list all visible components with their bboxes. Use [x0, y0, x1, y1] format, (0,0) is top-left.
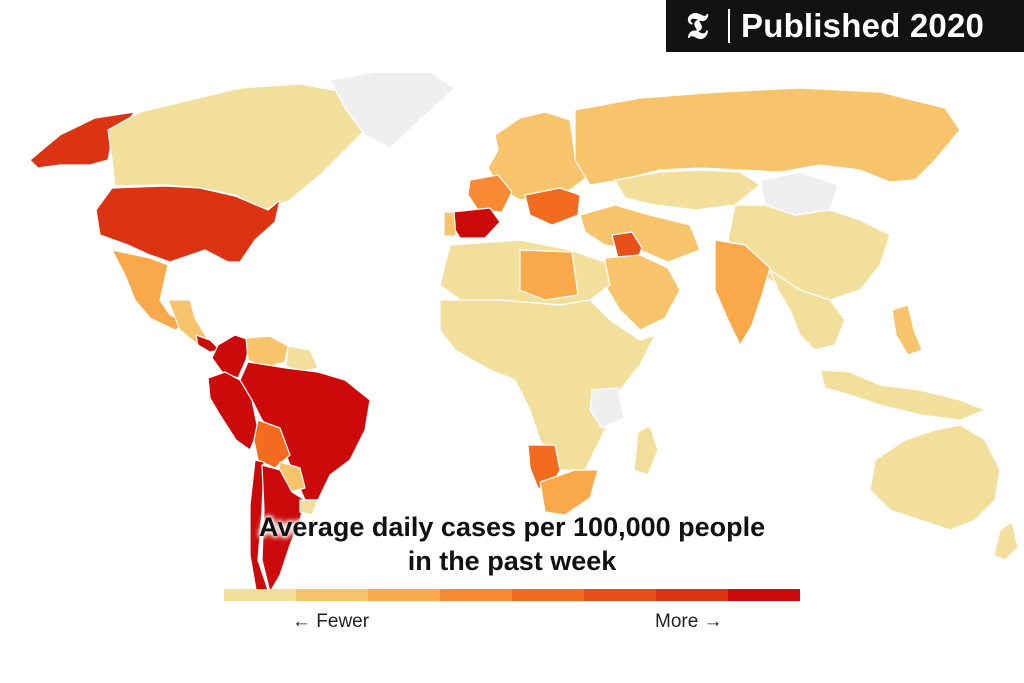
region-alaska: [29, 111, 136, 169]
region-russia: [574, 87, 961, 186]
legend-swatch-5: [512, 589, 584, 601]
legend-title-line-2: in the past week: [407, 546, 617, 576]
region-europe-west: [487, 111, 591, 201]
region-france: [467, 174, 513, 213]
legend-title-line-1: Average daily cases per 100,000 people: [258, 512, 766, 542]
nyt-logo-icon: 𝕿: [685, 5, 709, 47]
region-brazil: [239, 361, 371, 501]
legend-more-label: More →: [655, 611, 723, 632]
region-new-zealand: [993, 521, 1019, 561]
published-badge: 𝕿 Published 2020: [666, 0, 1024, 52]
region-balkans: [524, 187, 581, 226]
color-scale-legend: [224, 589, 800, 601]
region-colombia: [211, 334, 251, 379]
legend-swatch-7: [656, 589, 728, 601]
legend-swatch-2: [296, 589, 368, 601]
region-libya: [519, 249, 579, 301]
region-central-america: [167, 299, 211, 346]
legend-title: Average daily cases per 100,000 people i…: [212, 510, 812, 578]
legend-swatch-1: [224, 589, 296, 601]
legend-fewer-label: ← Fewer: [292, 611, 370, 632]
region-madagascar: [633, 425, 659, 476]
region-greenland: [329, 71, 456, 149]
legend-swatch-6: [584, 589, 656, 601]
region-saudi-arabia: [604, 254, 681, 331]
region-indonesia: [819, 369, 986, 421]
region-portugal: [443, 211, 457, 237]
region-uruguay: [299, 499, 319, 516]
region-venezuela: [245, 335, 289, 369]
region-spain: [451, 207, 501, 239]
region-kazakhstan: [614, 169, 761, 211]
legend-swatch-8: [728, 589, 800, 601]
region-southeast-asia: [769, 269, 846, 351]
legend-swatch-3: [368, 589, 440, 601]
region-tanzania: [589, 387, 625, 429]
region-middle-east: [579, 204, 701, 263]
region-philippines: [891, 304, 923, 356]
region-south-africa: [539, 469, 599, 516]
region-guianas: [285, 345, 319, 373]
region-united-states: [95, 185, 281, 263]
region-canada: [107, 83, 381, 211]
region-india: [714, 239, 771, 346]
region-argentina: [261, 464, 306, 593]
legend-swatch-4: [440, 589, 512, 601]
region-australia: [869, 424, 1001, 531]
badge-separator: [728, 9, 730, 43]
published-label: Published 2020: [741, 7, 985, 44]
